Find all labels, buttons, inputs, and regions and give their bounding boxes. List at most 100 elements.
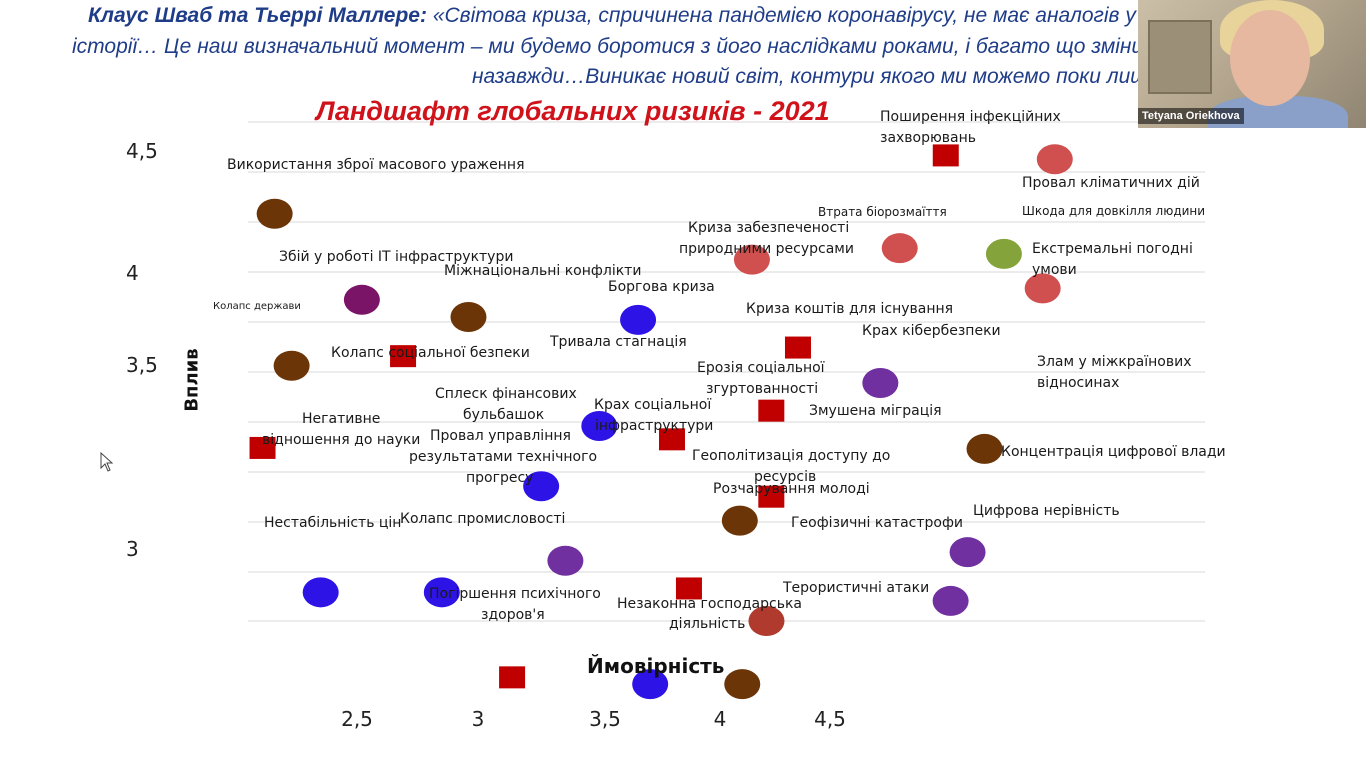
point-label: Боргова криза [608,279,715,295]
mouse-cursor-icon [100,452,114,472]
risk-marker-circle [724,669,761,700]
point-label-line: Колапс промисловості [400,511,565,527]
risk-marker-circle [632,669,669,700]
participant-name: Tetyana Oriekhova [1138,108,1244,124]
point-label: Колапс держави [213,301,301,312]
point-label: Криза коштів для існування [746,301,953,317]
point-label-line: здоров'я [481,607,545,623]
point-label: Криза забезпеченості природними ресурсами [679,220,854,257]
point-label: Геофізичні катастрофи [791,515,963,531]
x-axis-label: Ймовірність [587,654,725,678]
point-label: Використання зброї масового ураження [227,157,525,173]
point-label: Тривала стагнація [549,334,687,350]
point-label-line: Криза коштів для існування [746,301,953,317]
risk-marker-square [758,399,785,422]
point-label-line: Боргова криза [608,279,715,295]
point-label-line: Погіршення психічного [429,586,601,602]
point-label: Геополітизація доступу до ресурсів [692,448,890,485]
chart-title: Ландшафт глобальних ризиків - 2021 [316,96,830,126]
risk-marker-circle [1036,144,1073,175]
risk-marker-circle [302,577,339,608]
risk-marker-circle [423,577,460,608]
point-label-line: Розчарування молоді [713,481,870,497]
participant-face [1230,10,1310,106]
gridlines [248,121,1205,622]
point-label: Погіршення психічного здоров'я [429,586,601,623]
point-label: Злам у міжкраїнових відносинах [1037,354,1191,391]
point-label-line: Цифрова нерівність [973,503,1120,519]
point-label: Втрата біорозмаїття [818,205,947,219]
background-shelf [1148,20,1212,94]
risk-marker-circle [523,471,560,502]
point-label-line: прогресу [466,470,533,486]
point-label: Змушена міграція [809,403,942,419]
risk-marker-circle [748,606,785,636]
quote-line-1: Клаус Шваб та Тьеррі Маллере: «Світова к… [88,4,1136,28]
point-label: Крах кібербезпеки [862,323,1001,339]
point-label: Незаконна господарська діяльність [617,596,802,632]
point-label-line: згуртованності [706,381,818,397]
point-label-line: результатами технічного [409,449,597,465]
risk-marker-circle [721,505,758,536]
risk-marker-circle [985,238,1022,269]
x-tick-label: 4 [714,707,727,731]
point-label-line: Концентрація цифрової влади [1001,444,1226,460]
point-label: Міжнаціональні конфлікти [444,263,641,279]
risk-marker-square [499,666,526,689]
y-axis-label: Вплив [181,348,203,412]
point-label-line: Змушена міграція [809,403,942,419]
risk-marker-circle [862,367,899,398]
point-label: Екстремальні погодні умови [1032,241,1193,278]
quote-author: Клаус Шваб та Тьеррі Маллере: [88,4,427,27]
point-label-line: відношення до науки [262,432,420,448]
risk-marker-square [658,428,685,451]
point-label-line: Крах кібербезпеки [862,323,1001,339]
point-label-line: Геополітизація доступу до [692,448,890,464]
point-label: Цифрова нерівність [973,503,1120,519]
point-label-line: Злам у міжкраїнових [1037,354,1191,370]
point-label-line: Геофізичні катастрофи [791,515,963,531]
point-label-line: відносинах [1037,375,1119,391]
quote-line-3: назавжди…Виникає новий світ, контури яко… [472,65,1140,88]
point-label: Провал управління результатами технічного… [409,428,597,486]
point-label-line: умови [1032,262,1077,278]
risk-marker-circle [581,410,618,441]
point-label-line: Крах соціальної [594,397,711,413]
y-tick-label: 4 [126,261,139,285]
point-label-line: Провал кліматичних дій [1022,175,1200,191]
point-label-line: Використання зброї масового ураження [227,157,525,173]
x-tick-label: 3,5 [589,707,621,731]
point-label-line: Провал управління [430,428,571,444]
point-label-line: Сплеск фінансових [435,386,577,402]
quote-line-1-text: «Світова криза, спричинена пандемією кор… [426,4,1136,27]
point-label-line: природними ресурсами [679,241,854,257]
y-tick-label: 3,5 [126,353,158,377]
point-label-line: діяльність [669,616,745,632]
point-label: Терористичні атаки [782,580,929,596]
point-label: Нестабільність цін [264,515,401,531]
y-tick-labels: 3 3,5 4 4,5 [126,139,158,561]
point-label-line: Втрата біорозмаїття [818,205,947,219]
quote-line-2: історії… Це наш визначальний момент – ми… [72,35,1140,58]
point-label-line: Міжнаціональні конфлікти [444,263,641,279]
risk-marker-square [932,144,959,167]
point-label-line: Незаконна господарська [617,596,802,612]
point-label: Провал кліматичних дій [1022,175,1200,191]
video-thumbnail[interactable]: Tetyana Oriekhova [1138,0,1366,128]
point-label: Ерозія соціальної згуртованності [697,360,825,397]
risk-marker-circle [256,198,293,229]
point-label: Крах соціальної інфраструктури [594,397,713,434]
point-label: Збій у роботі ІТ інфраструктури [279,249,513,265]
risk-marker-circle [1024,273,1061,304]
risk-marker-circle [343,284,380,315]
point-label-line: Збій у роботі ІТ інфраструктури [279,249,513,265]
risk-marker-circle [966,433,1003,464]
risk-marker-circle [273,350,310,381]
risk-marker-circle [620,304,657,335]
point-label: Колапс соціальної безпеки [331,345,530,361]
point-label-line: Криза забезпеченості [688,220,849,236]
point-label: Негативне відношення до науки [262,411,420,448]
risk-marker-circle [450,302,487,333]
risk-marker-square [249,436,276,459]
risk-marker-square [758,485,785,508]
